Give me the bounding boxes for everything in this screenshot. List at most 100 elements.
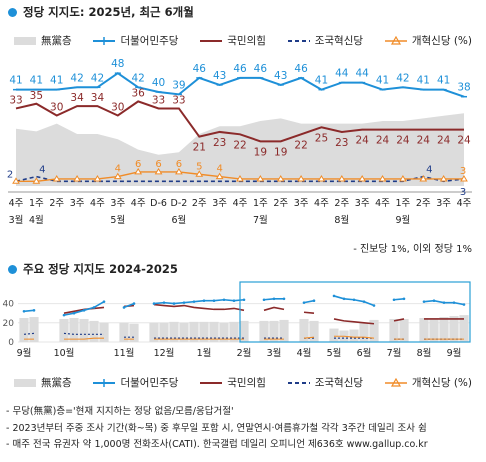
- ppp-data-label: 19: [274, 146, 287, 158]
- dem-data-label: 46: [193, 63, 207, 75]
- ppp-data-label: 24: [376, 135, 390, 147]
- dem-point: [362, 300, 366, 303]
- none-bar: [29, 317, 39, 342]
- dem-data-label: 41: [9, 75, 22, 87]
- reform-point: [93, 174, 102, 182]
- legend-item-dem: 더불어민주당: [93, 375, 178, 390]
- ppp-data-label: 34: [91, 92, 105, 104]
- dem-point: [422, 300, 426, 303]
- reform-data-label: 6: [155, 159, 161, 170]
- none-bar: [119, 322, 129, 342]
- dem-point: [162, 301, 166, 304]
- dem-point: [172, 302, 176, 305]
- dem-data-label: 44: [355, 68, 369, 80]
- month-tick-label: 6월: [357, 347, 372, 359]
- legend-item-rebuild: 조국혁신당: [287, 33, 363, 48]
- reform-point: [317, 174, 326, 182]
- none-bar: [449, 316, 459, 342]
- week-tick-label: 4주: [457, 198, 472, 209]
- footnote-line: - 매주 전국 유권자 약 1,000명 전화조사(CATI). 한국갤럽 데일…: [6, 439, 428, 450]
- month-tick-label: 11월: [114, 347, 135, 359]
- ppp-data-label: 34: [70, 92, 84, 104]
- month-tick-label: 6월: [172, 214, 187, 226]
- reform-point: [175, 167, 183, 175]
- dem-point: [442, 301, 446, 304]
- ppp-line-swatch-icon: [200, 381, 223, 384]
- month-tick-label: 7월: [253, 214, 268, 226]
- reform-point: [236, 174, 244, 182]
- ppp-data-label: 23: [335, 137, 348, 149]
- week-tick-label: 2주: [334, 198, 349, 209]
- legend-item-dem: 더불어민주당: [93, 33, 178, 48]
- ppp-data-label: 33: [152, 94, 165, 106]
- ppp-data-label: 22: [294, 139, 307, 151]
- week-tick-label: 3주: [110, 198, 125, 209]
- ppp-data-label: 33: [9, 94, 22, 106]
- legend-item-rebuild: 조국혁신당: [287, 375, 363, 390]
- none-swatch-icon: [14, 378, 36, 387]
- none-bar: [179, 322, 189, 342]
- ppp-data-label: 23: [213, 137, 226, 149]
- ppp-line-swatch-icon: [200, 39, 223, 42]
- dem-point: [242, 298, 246, 302]
- reform-point: [358, 174, 367, 182]
- reform-data-label: 4: [216, 164, 222, 175]
- y-tick-label: 40: [3, 300, 15, 310]
- none-bar: [399, 318, 409, 342]
- reform-point: [52, 174, 61, 182]
- month-tick-label: 9월: [447, 347, 462, 359]
- dem-point: [282, 297, 286, 301]
- dem-point: [452, 301, 456, 304]
- dem-point: [122, 306, 126, 309]
- dem-point: [462, 303, 466, 306]
- dem-data-label: 43: [274, 70, 287, 82]
- none-bar: [159, 322, 169, 342]
- dem-point: [232, 299, 236, 303]
- reform-point: [419, 174, 428, 182]
- dem-data-label: 46: [294, 63, 308, 75]
- dem-point: [342, 297, 346, 301]
- dem-data-label: 41: [315, 75, 328, 87]
- footnotes: - 무당(無黨)층='현재 지지하는 정당 없음/모름/응답거절' - 2023…: [6, 404, 428, 454]
- week-tick-label: D-2: [171, 198, 188, 209]
- none-bar: [299, 318, 309, 342]
- week-tick-label: 2주: [273, 198, 288, 209]
- dem-point: [152, 302, 156, 305]
- none-bar: [309, 320, 319, 342]
- none-bar: [439, 317, 449, 342]
- reform-point: [460, 174, 468, 182]
- reform-data-label: 5: [196, 161, 202, 172]
- ppp-data-label: 19: [254, 146, 267, 158]
- reform-data-label: 4: [115, 164, 121, 175]
- week-tick-label: 4주: [314, 198, 329, 209]
- dem-data-label: 39: [172, 79, 185, 91]
- dem-data-label: 41: [50, 75, 63, 87]
- ppp-data-label: 30: [111, 102, 124, 114]
- dem-data-label: 42: [91, 72, 104, 84]
- dem-point: [312, 299, 316, 303]
- month-tick-label: 3월: [267, 347, 282, 359]
- y-tick-label: 0: [8, 338, 14, 348]
- none-bar: [279, 319, 289, 342]
- reform-point: [256, 174, 265, 182]
- legend-item-reform: 개혁신당 (%): [384, 375, 472, 390]
- ppp-data-label: 30: [50, 102, 63, 114]
- bottom-chart-title: 주요 정당 지지도 2024-2025: [8, 261, 178, 277]
- none-bar: [79, 318, 89, 342]
- dem-point: [262, 298, 266, 302]
- reform-point: [439, 174, 448, 182]
- week-tick-label: 2주: [49, 198, 64, 209]
- top-chart-legend: 無黨층 더불어민주당 국민의힘 조국혁신당 개혁신당 (%): [14, 33, 472, 48]
- ppp-data-label: 22: [233, 139, 246, 151]
- dem-point: [92, 306, 96, 309]
- minor-parties-note: - 진보당 1%, 이외 정당 1%: [353, 244, 472, 255]
- none-swatch-icon: [14, 36, 36, 45]
- week-tick-label: 3주: [212, 198, 227, 209]
- reform-point: [297, 174, 305, 182]
- none-bar: [349, 329, 359, 342]
- reform-point: [195, 170, 204, 177]
- reform-line-swatch-icon: [384, 35, 407, 45]
- legend-item-ppp: 국민의힘: [200, 375, 266, 390]
- ppp-data-label: 35: [30, 90, 43, 102]
